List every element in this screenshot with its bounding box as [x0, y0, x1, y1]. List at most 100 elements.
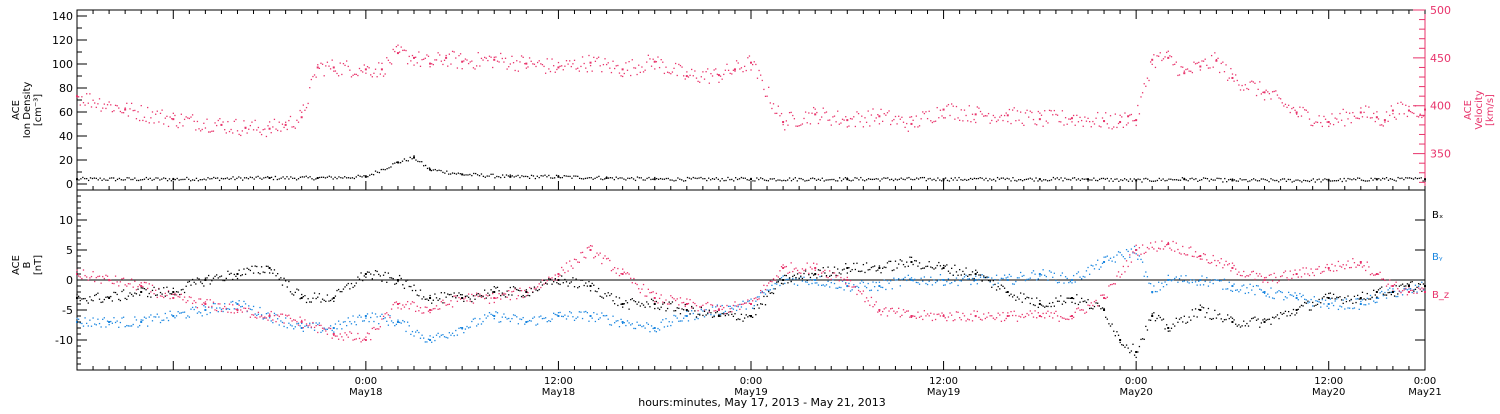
bz-trace-point	[1158, 247, 1160, 249]
velocity-trace-point	[968, 105, 970, 107]
bz-trace-point	[792, 270, 794, 273]
density-trace-point	[1135, 179, 1137, 181]
bx-trace-point	[488, 294, 491, 296]
velocity-trace-point	[1183, 70, 1185, 72]
velocity-trace-point	[577, 67, 579, 69]
bx-trace-point	[492, 291, 494, 293]
density-trace-point	[862, 179, 864, 181]
density-trace-point	[371, 173, 373, 175]
velocity-trace-point	[320, 62, 322, 64]
by-trace-point	[110, 320, 112, 323]
density-point	[429, 168, 432, 171]
density-trace-point	[1027, 178, 1030, 180]
by-trace-point	[917, 281, 919, 284]
by-trace-point	[811, 282, 813, 285]
velocity-trace-point	[1186, 68, 1189, 70]
density-trace-point	[636, 176, 639, 178]
by-trace-point	[1387, 289, 1389, 291]
density-trace-point	[1355, 178, 1357, 181]
bx-trace-point	[1334, 298, 1336, 300]
velocity-trace-point	[1156, 55, 1158, 57]
bx-trace-point	[450, 293, 452, 296]
bx-trace-point	[1278, 317, 1280, 320]
bz-trace-point	[1373, 274, 1375, 276]
velocity-trace-point	[1243, 89, 1245, 91]
by-trace-point	[1275, 292, 1277, 294]
bx-trace-point	[567, 285, 569, 287]
density-trace-point	[216, 177, 219, 179]
bx-trace-point	[1275, 316, 1277, 318]
by-trace-point	[835, 287, 837, 289]
density-trace-point	[1412, 178, 1415, 180]
density-trace-point	[209, 178, 211, 180]
bx-trace-point	[1018, 298, 1020, 300]
by-trace-point	[1379, 292, 1381, 294]
by-trace-point	[745, 308, 747, 310]
bx-trace-point	[955, 271, 958, 273]
bz-trace-point	[1379, 271, 1381, 274]
bx-trace-point	[265, 265, 268, 267]
velocity-trace-point	[1122, 126, 1125, 128]
velocity-point	[1231, 76, 1234, 79]
by-trace-point	[528, 319, 531, 322]
density-trace-point	[1100, 177, 1103, 180]
velocity-trace-point	[1058, 120, 1060, 123]
by-trace-point	[118, 326, 120, 328]
density-trace-point	[1333, 180, 1336, 182]
velocity-trace-point	[1172, 64, 1174, 66]
density-trace-point	[983, 179, 985, 181]
by-trace-point	[1047, 279, 1049, 281]
density-trace-point	[1112, 180, 1114, 182]
by-trace-point	[1198, 280, 1200, 282]
by-trace-point	[98, 322, 101, 325]
bz-trace-point	[209, 299, 211, 301]
bz-trace-point	[1316, 268, 1319, 270]
velocity-trace-point	[180, 113, 183, 115]
bz-trace-point	[978, 316, 980, 319]
bz-trace-point	[930, 312, 932, 314]
velocity-trace-point	[439, 54, 441, 56]
density-trace-point	[906, 177, 908, 179]
velocity-trace-point	[106, 104, 109, 106]
density-trace-point	[453, 172, 456, 175]
bx-point	[1407, 285, 1410, 287]
bz-trace-point	[275, 321, 277, 323]
density-trace-point	[760, 177, 762, 179]
velocity-trace-point	[917, 126, 919, 128]
by-trace-point	[163, 319, 165, 321]
bx-trace-point	[715, 312, 717, 314]
bz-trace-point	[901, 314, 903, 316]
bz-trace-point	[1013, 310, 1015, 312]
bx-trace-point	[638, 301, 640, 303]
by-trace-point	[249, 308, 252, 310]
by-trace-point	[678, 320, 680, 322]
bz-trace-point	[570, 265, 572, 267]
by-trace-point	[1368, 303, 1370, 305]
density-trace-point	[1158, 177, 1160, 180]
density-trace-point	[444, 172, 446, 174]
velocity-trace-point	[1127, 122, 1129, 124]
velocity-trace-point	[1273, 90, 1275, 93]
density-trace-point	[1247, 180, 1249, 183]
bx-trace-point	[1218, 313, 1221, 315]
by-trace-point	[95, 324, 97, 326]
velocity-trace-point	[652, 58, 654, 60]
bx-trace-point	[1114, 335, 1116, 337]
bx-trace-point	[1143, 338, 1145, 341]
by-trace-point	[203, 304, 205, 307]
bz-trace-point	[395, 301, 398, 303]
bx-trace-point	[262, 271, 264, 273]
by-trace-point	[1401, 294, 1404, 296]
bx-trace-point	[561, 275, 563, 277]
bx-trace-point	[1095, 302, 1097, 304]
by-trace-point	[1169, 278, 1171, 281]
by-trace-point	[1377, 297, 1380, 299]
bx-trace-point	[1320, 302, 1322, 304]
bz-trace-point	[665, 299, 667, 301]
bz-trace-point	[915, 317, 917, 319]
velocity-trace-point	[318, 67, 321, 69]
density-trace-point	[164, 177, 167, 180]
by-trace-point	[734, 305, 736, 307]
velocity-trace-point	[268, 121, 271, 123]
density-trace-point	[103, 178, 105, 180]
